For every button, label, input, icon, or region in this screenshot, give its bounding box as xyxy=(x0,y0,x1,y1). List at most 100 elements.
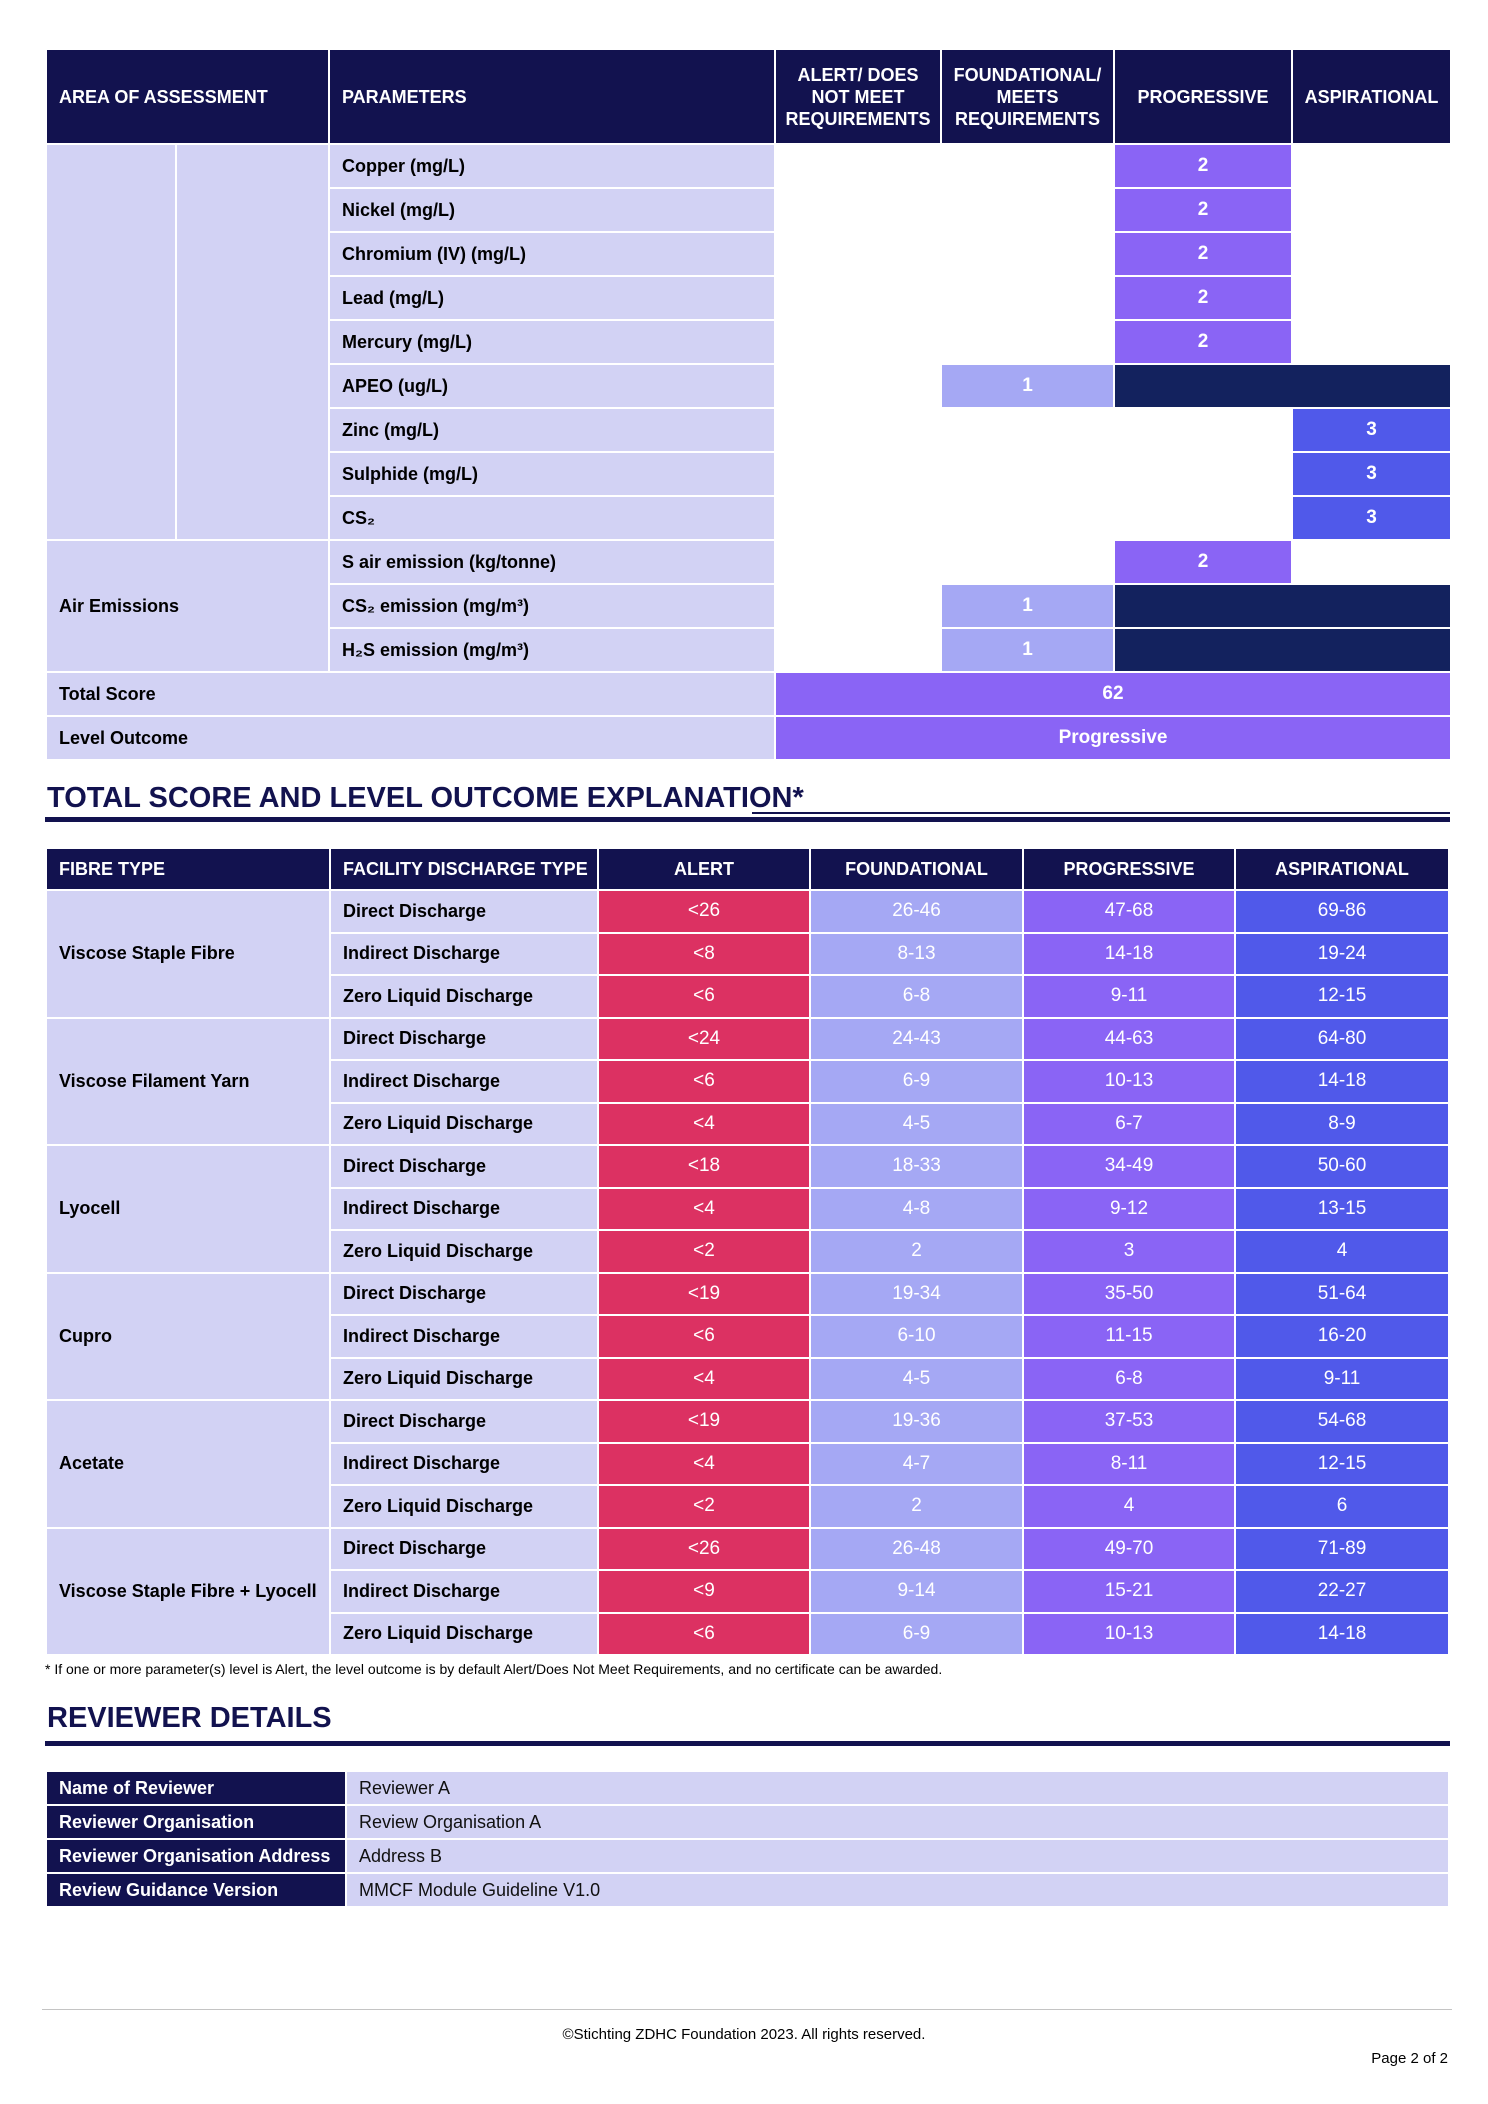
empty-cell xyxy=(774,539,942,585)
header-progressive: PROGRESSIVE xyxy=(1022,847,1236,891)
page-number: Page 2 of 2 xyxy=(1371,2050,1448,2067)
range-cell-aspirational: 4 xyxy=(1234,1229,1450,1274)
range-cell-alert: <9 xyxy=(597,1569,811,1614)
level-outcome-value: Progressive xyxy=(774,715,1452,761)
range-cell-aspirational: 51-64 xyxy=(1234,1271,1450,1316)
area-air-emissions: Air Emissions xyxy=(45,539,330,673)
section-divider xyxy=(45,817,1450,822)
range-cell-foundational: 2 xyxy=(809,1229,1024,1274)
explanation-row: Viscose Staple Fibre Direct Discharge <26 2… xyxy=(45,889,1450,1019)
range-cell-alert: <6 xyxy=(597,1059,811,1104)
range-cell-progressive: 44-63 xyxy=(1022,1016,1236,1061)
parameter-row-mercury: Mercury (mg/L) 2 xyxy=(46,319,1452,365)
reviewer-table: Name of Reviewer Reviewer A Reviewer Org… xyxy=(45,1770,1450,1908)
range-cell-alert: <26 xyxy=(597,1526,811,1571)
not-applicable-cell xyxy=(1113,583,1452,629)
range-cell-aspirational: 12-15 xyxy=(1234,974,1450,1019)
range-cell-aspirational: 71-89 xyxy=(1234,1526,1450,1571)
explanation-row: Lyocell Direct Discharge <18 18-33 34-49 50-6… xyxy=(45,1144,1450,1274)
score-cell-progressive: 2 xyxy=(1113,275,1293,321)
empty-cell xyxy=(1113,451,1293,497)
total-score-row: Total Score 62 xyxy=(45,671,1452,717)
range-cell-foundational: 6-10 xyxy=(809,1314,1024,1359)
parameter-row-apeo: APEO (ug/L) 1 xyxy=(46,363,1452,409)
section-divider xyxy=(45,1741,1450,1746)
parameter-name: CS₂ xyxy=(328,495,776,541)
parameter-name: APEO (ug/L) xyxy=(328,363,776,409)
explanation-header-row: FIBRE TYPE FACILITY DISCHARGE TYPE ALERT… xyxy=(45,847,1450,891)
empty-cell xyxy=(774,187,942,233)
range-cell-progressive: 3 xyxy=(1022,1229,1236,1274)
header-alert: ALERT xyxy=(597,847,811,891)
explanation-row: Indirect Discharge <6 6-10 11-15 16-20 xyxy=(46,1314,1450,1359)
range-cell-foundational: 19-36 xyxy=(809,1399,1024,1444)
header-aspirational: ASPIRATIONAL xyxy=(1234,847,1450,891)
range-cell-progressive: 8-11 xyxy=(1022,1441,1236,1486)
range-cell-progressive: 6-8 xyxy=(1022,1356,1236,1401)
header-foundational: FOUNDATIONAL xyxy=(809,847,1024,891)
empty-cell xyxy=(940,275,1115,321)
reviewer-row: Review Guidance Version MMCF Module Guid… xyxy=(45,1872,1450,1908)
parameter-name: Nickel (mg/L) xyxy=(328,187,776,233)
range-cell-foundational: 2 xyxy=(809,1484,1024,1529)
fibre-type-cell: Acetate xyxy=(45,1399,331,1529)
explanation-row: Cupro Direct Discharge <19 19-34 35-50 51-64 xyxy=(45,1271,1450,1401)
parameter-name: Copper (mg/L) xyxy=(328,143,776,189)
explanation-row: Indirect Discharge <4 4-8 9-12 13-15 xyxy=(46,1186,1450,1231)
discharge-type-cell: Direct Discharge xyxy=(329,1526,599,1571)
empty-cell xyxy=(774,495,942,541)
discharge-type-cell: Direct Discharge xyxy=(329,1144,599,1189)
explanation-row: Indirect Discharge <6 6-9 10-13 14-18 xyxy=(46,1059,1450,1104)
reviewer-section-title: REVIEWER DETAILS xyxy=(47,1702,332,1734)
explanation-section-title: TOTAL SCORE AND LEVEL OUTCOME EXPLANATIO… xyxy=(47,782,804,814)
empty-cell xyxy=(774,231,942,277)
reviewer-label: Review Guidance Version xyxy=(45,1872,347,1908)
explanation-row: Zero Liquid Discharge <6 6-8 9-11 12-15 xyxy=(46,974,1450,1019)
range-cell-aspirational: 16-20 xyxy=(1234,1314,1450,1359)
range-cell-aspirational: 19-24 xyxy=(1234,931,1450,976)
reviewer-row: Reviewer Organisation Address Address B xyxy=(45,1838,1450,1874)
empty-cell xyxy=(774,143,942,189)
header-alert: ALERT/ DOES NOT MEET REQUIREMENTS xyxy=(774,48,942,145)
discharge-type-cell: Indirect Discharge xyxy=(329,1186,599,1231)
discharge-type-cell: Direct Discharge xyxy=(329,1016,599,1061)
empty-cell xyxy=(1291,275,1452,321)
score-cell-progressive: 2 xyxy=(1113,231,1293,277)
discharge-type-cell: Zero Liquid Discharge xyxy=(329,974,599,1019)
score-cell-progressive: 2 xyxy=(1113,319,1293,365)
empty-cell xyxy=(1291,539,1452,585)
range-cell-aspirational: 9-11 xyxy=(1234,1356,1450,1401)
parameter-row-h2s-emission: H₂S emission (mg/m³) 1 xyxy=(46,627,1452,673)
range-cell-progressive: 49-70 xyxy=(1022,1526,1236,1571)
explanation-footnote: * If one or more parameter(s) level is A… xyxy=(45,1661,943,1677)
range-cell-alert: <4 xyxy=(597,1441,811,1486)
score-cell-foundational: 1 xyxy=(940,583,1115,629)
reviewer-label: Reviewer Organisation xyxy=(45,1804,347,1840)
parameter-row-cs2: CS₂ 3 xyxy=(46,495,1452,541)
range-cell-progressive: 47-68 xyxy=(1022,889,1236,934)
not-applicable-cell xyxy=(1113,363,1452,409)
discharge-type-cell: Indirect Discharge xyxy=(329,931,599,976)
header-aspirational: ASPIRATIONAL xyxy=(1291,48,1452,145)
score-cell-progressive: 2 xyxy=(1113,143,1293,189)
discharge-type-cell: Indirect Discharge xyxy=(329,1059,599,1104)
reviewer-value: MMCF Module Guideline V1.0 xyxy=(345,1872,1450,1908)
empty-cell xyxy=(1291,187,1452,233)
explanation-row: Zero Liquid Discharge <2 2 4 6 xyxy=(46,1484,1450,1529)
total-score-label: Total Score xyxy=(45,671,776,717)
empty-cell xyxy=(940,451,1115,497)
range-cell-foundational: 18-33 xyxy=(809,1144,1024,1189)
header-area-of-assessment: AREA OF ASSESSMENT xyxy=(45,48,330,145)
reviewer-row: Reviewer Organisation Review Organisatio… xyxy=(45,1804,1450,1840)
range-cell-aspirational: 69-86 xyxy=(1234,889,1450,934)
empty-cell xyxy=(940,407,1115,453)
assessment-header-row: AREA OF ASSESSMENT PARAMETERS ALERT/ DOE… xyxy=(45,48,1452,145)
score-cell-aspirational: 3 xyxy=(1291,495,1452,541)
fibre-type-cell: Viscose Staple Fibre xyxy=(45,889,331,1019)
discharge-type-cell: Direct Discharge xyxy=(329,1399,599,1444)
reviewer-row: Name of Reviewer Reviewer A xyxy=(45,1770,1450,1806)
range-cell-aspirational: 6 xyxy=(1234,1484,1450,1529)
range-cell-aspirational: 12-15 xyxy=(1234,1441,1450,1486)
score-cell-aspirational: 3 xyxy=(1291,407,1452,453)
parameter-row-s-air-emission: Air Emissions S air emission (kg/tonne) … xyxy=(45,539,1452,673)
